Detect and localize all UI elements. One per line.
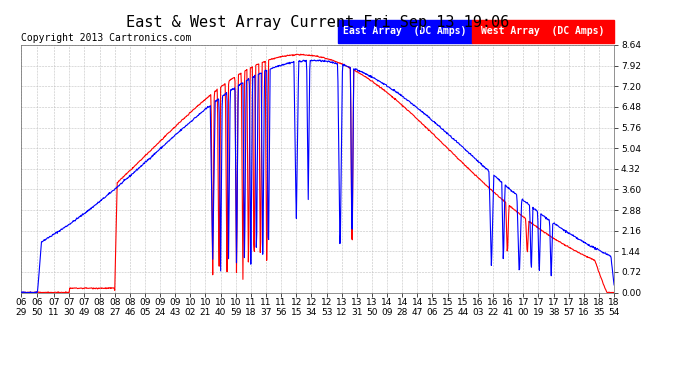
Text: East Array  (DC Amps): East Array (DC Amps)	[343, 26, 466, 36]
Text: Copyright 2013 Cartronics.com: Copyright 2013 Cartronics.com	[21, 33, 191, 42]
Text: West Array  (DC Amps): West Array (DC Amps)	[481, 26, 604, 36]
Text: East & West Array Current Fri Sep 13 19:06: East & West Array Current Fri Sep 13 19:…	[126, 15, 509, 30]
Bar	[472, 20, 614, 42]
Bar	[338, 20, 472, 42]
